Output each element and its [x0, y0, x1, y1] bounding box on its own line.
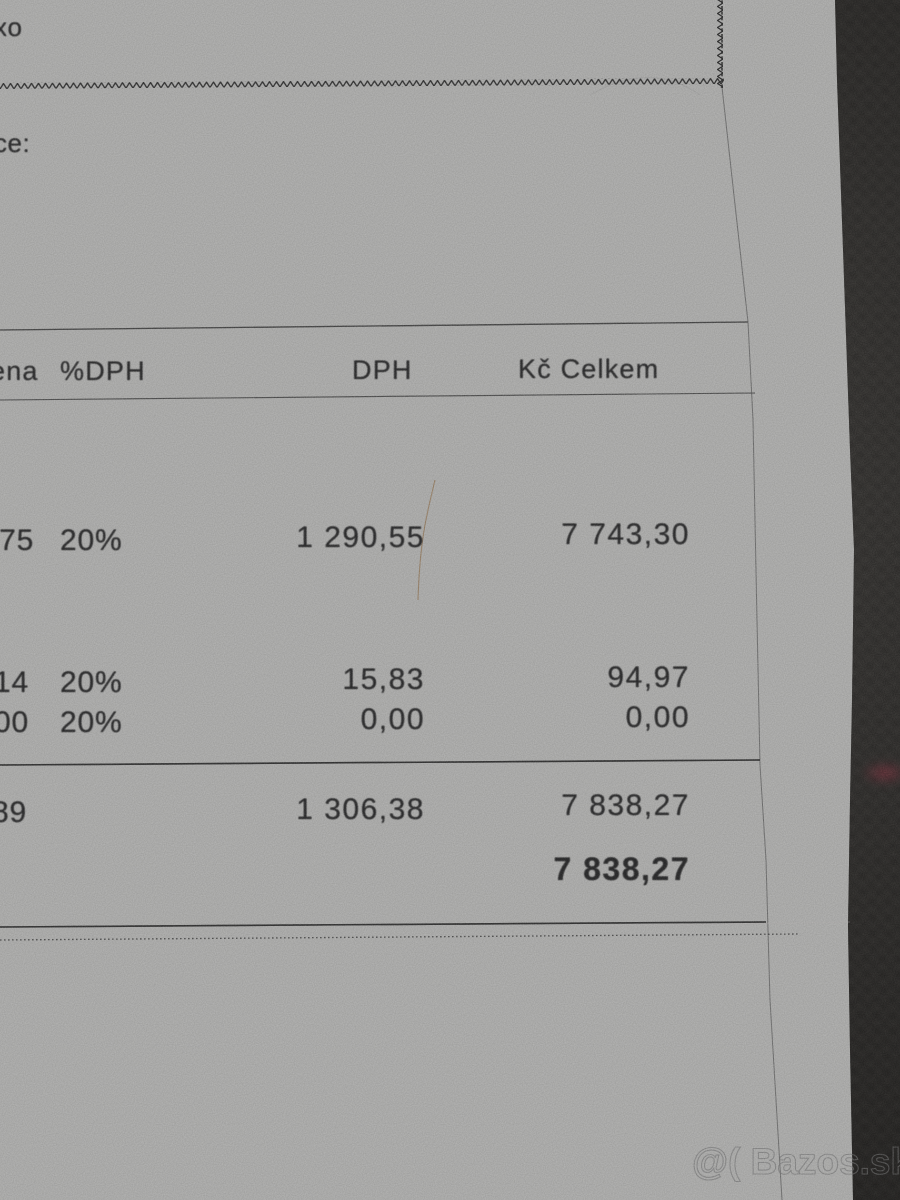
svg-text:@( Bazos.sk: @( Bazos.sk	[692, 1141, 900, 1182]
